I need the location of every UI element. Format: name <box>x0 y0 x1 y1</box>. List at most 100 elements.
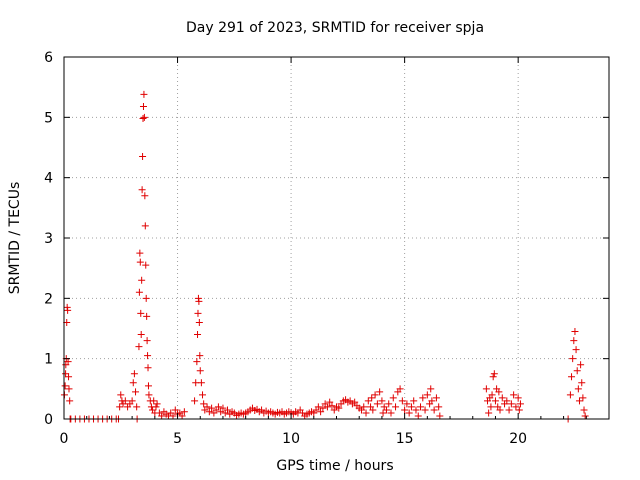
y-axis-label: SRMTID / TECUs <box>7 182 23 295</box>
data-point <box>133 403 141 411</box>
data-point <box>436 412 444 420</box>
data-point <box>203 403 211 411</box>
data-point <box>139 115 147 123</box>
data-point <box>335 404 343 412</box>
data-point <box>141 192 149 200</box>
data-point <box>323 403 331 411</box>
data-point <box>130 370 138 378</box>
data-point <box>485 409 493 417</box>
data-point <box>152 403 160 411</box>
data-point <box>373 400 381 408</box>
data-point <box>376 388 384 396</box>
data-point <box>199 391 207 399</box>
data-point <box>314 403 322 411</box>
data-point <box>208 404 216 412</box>
data-point <box>137 309 145 317</box>
data-point <box>137 331 145 339</box>
data-point <box>197 379 205 387</box>
data-point <box>191 397 199 405</box>
data-point <box>140 90 148 98</box>
y-tick-label: 6 <box>44 50 53 66</box>
y-axis-ticks: 0 1 2 3 4 5 6 <box>44 50 609 428</box>
data-point <box>496 406 504 414</box>
data-point <box>571 328 579 336</box>
data-point <box>171 406 179 414</box>
data-point <box>214 403 222 411</box>
data-point <box>514 394 522 402</box>
data-point <box>328 402 336 410</box>
x-tick-label: 10 <box>282 431 300 447</box>
x-tick-label: 0 <box>60 431 69 447</box>
data-point <box>505 406 513 414</box>
data-point <box>573 367 581 375</box>
data-point <box>364 397 372 405</box>
data-point <box>117 391 125 399</box>
data-point <box>138 276 146 284</box>
data-point <box>135 343 143 351</box>
x-tick-label: 15 <box>396 431 414 447</box>
y-tick-label: 1 <box>44 352 53 368</box>
data-point <box>65 373 73 381</box>
data-point <box>574 385 582 393</box>
data-point <box>569 355 577 363</box>
x-tick-label: 5 <box>173 431 182 447</box>
data-points <box>60 90 589 423</box>
data-point <box>490 370 498 378</box>
data-point <box>495 388 503 396</box>
data-point <box>507 400 515 408</box>
data-point <box>387 409 395 417</box>
data-point <box>407 403 415 411</box>
chart-title: Day 291 of 2023, SRMTID for receiver spj… <box>186 20 484 36</box>
data-point <box>351 398 359 406</box>
data-point <box>144 364 152 372</box>
data-point <box>195 318 203 326</box>
data-point <box>142 294 150 302</box>
data-point <box>566 391 574 399</box>
y-tick-label: 0 <box>44 412 53 428</box>
data-point <box>575 397 583 405</box>
data-point <box>224 406 231 414</box>
data-point <box>401 406 409 414</box>
data-point <box>61 382 69 390</box>
data-point <box>143 312 151 320</box>
data-point <box>360 403 368 411</box>
data-point <box>580 406 588 414</box>
data-point <box>135 288 143 296</box>
data-point <box>568 373 576 381</box>
data-point <box>326 398 334 406</box>
data-point <box>516 400 524 408</box>
data-point <box>368 394 376 402</box>
data-point <box>371 391 379 399</box>
data-point <box>217 408 225 416</box>
data-point <box>205 408 213 416</box>
data-point <box>392 403 400 411</box>
data-point <box>503 397 511 405</box>
data-point <box>515 406 523 414</box>
data-point <box>150 397 158 405</box>
data-point <box>140 113 148 121</box>
data-point <box>194 331 202 339</box>
data-point <box>153 400 161 408</box>
data-point <box>489 373 497 381</box>
data-point <box>180 408 188 416</box>
data-point <box>62 370 70 378</box>
data-point <box>379 409 387 417</box>
data-point <box>141 222 149 230</box>
data-point <box>143 337 151 345</box>
y-tick-label: 5 <box>44 110 53 126</box>
data-point <box>396 385 404 393</box>
data-point <box>487 403 495 411</box>
data-point <box>158 412 166 420</box>
data-point <box>572 346 580 354</box>
data-point <box>200 400 208 408</box>
data-point <box>385 400 393 408</box>
data-point <box>64 358 72 366</box>
data-point <box>417 403 425 411</box>
data-point <box>128 397 136 405</box>
data-point <box>136 258 144 266</box>
data-point <box>482 385 490 393</box>
data-point <box>144 382 152 390</box>
x-axis-label: GPS time / hours <box>276 458 393 474</box>
data-point <box>389 394 397 402</box>
data-point <box>378 397 386 405</box>
